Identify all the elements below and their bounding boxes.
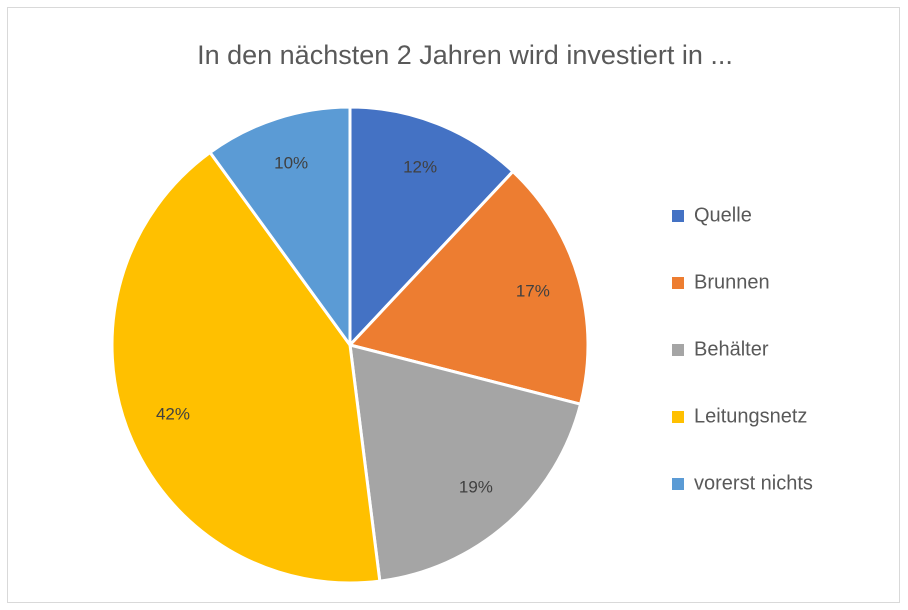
legend-label: vorerst nichts — [694, 472, 813, 494]
legend-label: Behälter — [694, 338, 769, 360]
legend-swatch — [672, 478, 684, 490]
legend-swatch — [672, 411, 684, 423]
legend-swatch — [672, 344, 684, 356]
pie-slice — [208, 105, 352, 350]
legend-label: Quelle — [694, 204, 752, 226]
pie-slice — [348, 342, 583, 583]
legend-swatch — [672, 210, 684, 222]
data-label: 17% — [516, 281, 550, 300]
legend-swatch — [672, 277, 684, 289]
data-label: 42% — [156, 405, 190, 424]
data-label: 10% — [274, 153, 308, 172]
pie-slice — [348, 105, 516, 349]
pie-slice — [110, 150, 382, 585]
data-label: 19% — [459, 477, 493, 496]
data-label: 12% — [403, 157, 437, 176]
pie-slice — [347, 169, 590, 407]
legend-label: Leitungsnetz — [694, 405, 807, 427]
legend-label: Brunnen — [694, 271, 770, 293]
chart-title: In den nächsten 2 Jahren wird investiert… — [197, 40, 733, 70]
